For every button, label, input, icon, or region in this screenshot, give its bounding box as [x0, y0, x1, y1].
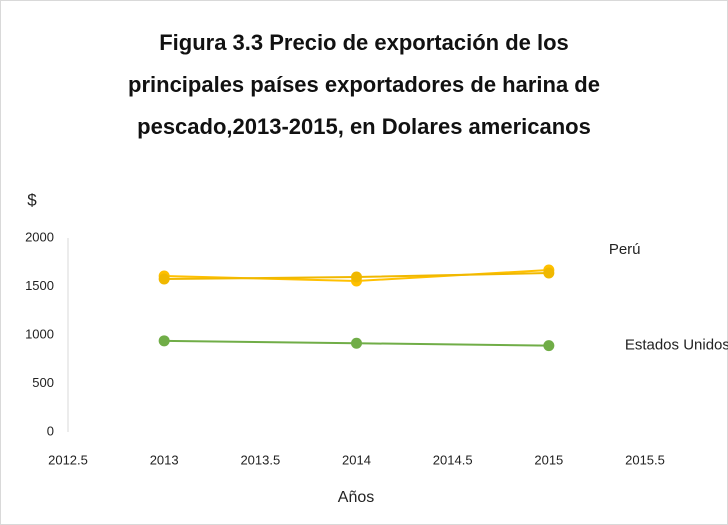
data-point [543, 267, 555, 279]
x-tick-label: 2013 [150, 452, 179, 467]
y-axis-label: $ [27, 190, 37, 209]
data-point [351, 337, 362, 349]
x-axis-label: Años [338, 489, 374, 506]
y-tick-label: 2000 [25, 229, 54, 244]
chart-title: principales países exportadores de harin… [128, 72, 600, 97]
chart-title: pescado,2013-2015, en Dolares americanos [137, 114, 591, 139]
y-tick-label: 0 [47, 423, 54, 438]
y-tick-label: 500 [32, 375, 54, 390]
x-tick-label: 2015 [534, 452, 563, 467]
data-point [158, 335, 170, 347]
data-point [158, 273, 170, 285]
x-tick-label: 2012.5 [48, 452, 88, 467]
chart-title: Figura 3.3 Precio de exportación de los [159, 30, 569, 55]
x-tick-label: 2014 [342, 452, 371, 467]
y-tick-label: 1500 [25, 278, 54, 293]
x-tick-label: 2014.5 [433, 452, 473, 467]
x-tick-label: 2013.5 [240, 452, 280, 467]
series-label: Perú [609, 241, 641, 258]
data-point [351, 271, 362, 283]
series-label: Estados Unidos [625, 337, 728, 354]
y-tick-label: 1000 [25, 326, 54, 341]
data-point [543, 340, 555, 352]
x-tick-label: 2015.5 [625, 452, 665, 467]
